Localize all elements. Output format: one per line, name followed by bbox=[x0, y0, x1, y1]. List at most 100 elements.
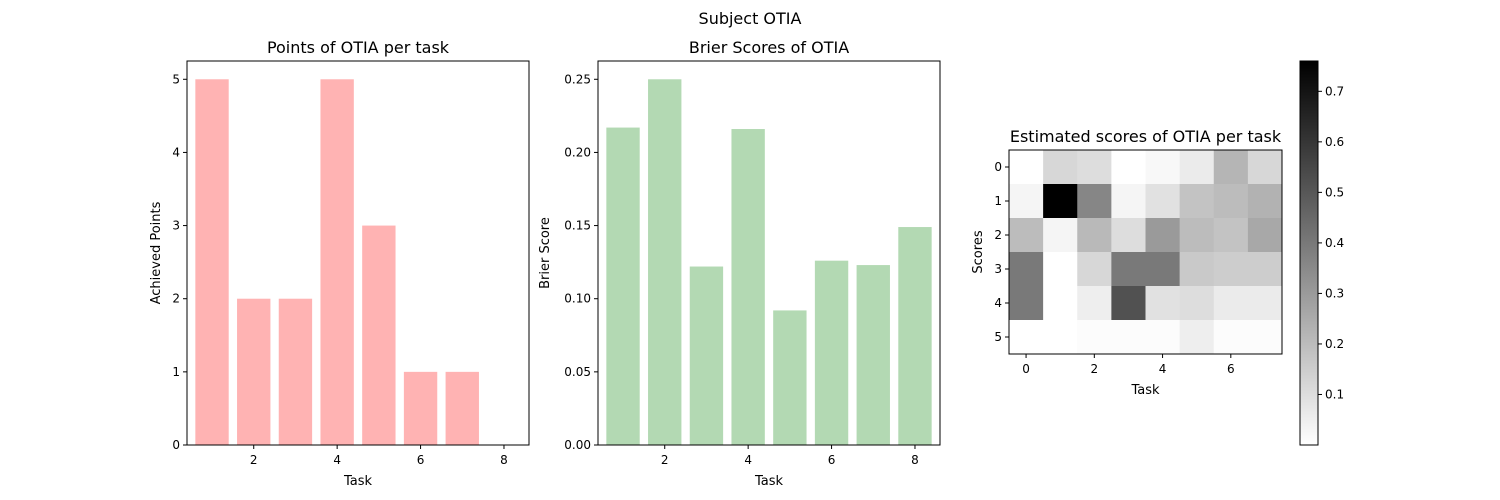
colorbar-tick-label: 0.4 bbox=[1325, 236, 1344, 250]
brier-chart-bar-2 bbox=[648, 79, 682, 446]
points-chart-xtick-label: 4 bbox=[333, 453, 341, 467]
heatmap-cell-r2-c0 bbox=[1009, 218, 1044, 253]
heatmap-cell-r1-c2 bbox=[1077, 184, 1112, 219]
points-chart-frame bbox=[186, 60, 530, 446]
points-chart-ytick-label: 5 bbox=[172, 72, 180, 86]
brier-chart-ylabel: Brier Score bbox=[538, 217, 553, 289]
heatmap-ytick-label: 4 bbox=[994, 296, 1002, 310]
brier-chart-title: Brier Scores of OTIA bbox=[689, 38, 849, 57]
heatmap-cell-r2-c3 bbox=[1111, 218, 1146, 253]
brier-chart-ytick-label: 0.20 bbox=[564, 145, 591, 159]
points-chart-ticks: 2 4 6 8 0 1 2 3 4 5 bbox=[172, 72, 507, 467]
heatmap-cell-r0-c1 bbox=[1043, 150, 1078, 185]
heatmap-xtick-label: 2 bbox=[1090, 362, 1098, 376]
brier-chart-ticks: 2 4 6 8 0.00 0.05 0.10 0.15 0.20 0.25 bbox=[564, 72, 919, 467]
heatmap-cell-r3-c7 bbox=[1247, 252, 1283, 287]
brier-chart: Brier Scores of OTIA Task Brier Score 2 4… bbox=[538, 38, 941, 489]
points-chart-xtick-label: 6 bbox=[417, 453, 425, 467]
points-chart: Points of OTIA per task Task Achieved Po… bbox=[149, 38, 530, 489]
points-chart-bar-2 bbox=[237, 298, 271, 445]
figure-suptitle: Subject OTIA bbox=[699, 9, 802, 28]
heatmap-chart: Estimated scores of OTIA per task Task S… bbox=[971, 127, 1283, 398]
brier-chart-xtick-label: 4 bbox=[744, 453, 752, 467]
points-chart-ytick-label: 2 bbox=[172, 292, 180, 306]
points-chart-bar-3 bbox=[278, 298, 313, 445]
colorbar-tick-label: 0.5 bbox=[1325, 185, 1344, 199]
heatmap-cell-r5-c1 bbox=[1043, 320, 1078, 355]
heatmap-cell-r4-c7 bbox=[1247, 286, 1283, 321]
heatmap-cell-r2-c2 bbox=[1077, 218, 1112, 253]
points-chart-title: Points of OTIA per task bbox=[267, 38, 450, 57]
heatmap-cell-r0-c7 bbox=[1247, 150, 1283, 185]
heatmap-chart-xlabel: Task bbox=[1130, 383, 1160, 398]
heatmap-cell-r5-c7 bbox=[1247, 320, 1283, 355]
heatmap-cell-r4-c2 bbox=[1077, 286, 1112, 321]
heatmap-xtick-label: 0 bbox=[1022, 362, 1030, 376]
heatmap-cell-r1-c4 bbox=[1145, 184, 1181, 219]
heatmap-ytick-label: 3 bbox=[994, 262, 1002, 276]
brier-chart-ytick-label: 0.00 bbox=[564, 438, 591, 452]
colorbar-ticks: 0.1 0.2 0.3 0.4 0.5 0.6 0.7 bbox=[1318, 84, 1344, 401]
points-chart-bar-5 bbox=[362, 225, 396, 445]
heatmap-cell-r4-c1 bbox=[1043, 286, 1078, 321]
colorbar-tick-label: 0.1 bbox=[1325, 387, 1344, 401]
brier-chart-ytick-label: 0.25 bbox=[564, 72, 591, 86]
heatmap-chart-title: Estimated scores of OTIA per task bbox=[1010, 127, 1282, 146]
heatmap-chart-ylabel: Scores bbox=[971, 230, 986, 273]
heatmap-cell-r3-c2 bbox=[1077, 252, 1112, 287]
brier-chart-bars bbox=[606, 79, 932, 446]
heatmap-xtick-label: 6 bbox=[1227, 362, 1235, 376]
heatmap-cell-r4-c4 bbox=[1145, 286, 1181, 321]
heatmap-cell-r5-c4 bbox=[1145, 320, 1181, 355]
heatmap-frame bbox=[1008, 149, 1283, 355]
points-chart-xtick-label: 2 bbox=[250, 453, 258, 467]
brier-chart-xlabel: Task bbox=[754, 474, 784, 489]
heatmap-ytick-label: 0 bbox=[994, 160, 1002, 174]
heatmap-ticks: 0 2 4 6 0 1 2 3 4 5 bbox=[994, 160, 1234, 376]
heatmap-cell-r1-c3 bbox=[1111, 184, 1146, 219]
heatmap-ytick-label: 2 bbox=[994, 228, 1002, 242]
heatmap-cell-r3-c6 bbox=[1213, 252, 1249, 287]
brier-chart-bar-7 bbox=[856, 265, 890, 445]
points-chart-bar-1 bbox=[195, 79, 229, 446]
brier-chart-xtick-label: 6 bbox=[828, 453, 836, 467]
points-chart-ytick-label: 4 bbox=[172, 145, 180, 159]
colorbar-gradient bbox=[1299, 60, 1319, 446]
heatmap-cell-r4-c0 bbox=[1009, 286, 1044, 321]
heatmap-cell-r1-c5 bbox=[1179, 184, 1215, 219]
brier-chart-ytick-label: 0.15 bbox=[564, 219, 591, 233]
heatmap-cells bbox=[1009, 150, 1283, 355]
points-chart-bar-7 bbox=[445, 371, 479, 445]
brier-chart-ytick-label: 0.05 bbox=[564, 365, 591, 379]
heatmap-cell-r2-c6 bbox=[1213, 218, 1249, 253]
brier-chart-bar-1 bbox=[606, 127, 640, 445]
heatmap-cell-r5-c2 bbox=[1077, 320, 1112, 355]
brier-chart-xtick-label: 2 bbox=[661, 453, 669, 467]
heatmap-cell-r0-c4 bbox=[1145, 150, 1181, 185]
points-chart-ylabel: Achieved Points bbox=[149, 201, 164, 304]
colorbar-tick-label: 0.7 bbox=[1325, 84, 1344, 98]
heatmap-cell-r1-c6 bbox=[1213, 184, 1249, 219]
brier-chart-xtick-label: 8 bbox=[911, 453, 919, 467]
brier-chart-frame bbox=[597, 60, 941, 446]
heatmap-cell-r2-c1 bbox=[1043, 218, 1078, 253]
heatmap-xtick-label: 4 bbox=[1159, 362, 1167, 376]
heatmap-cell-r4-c3 bbox=[1111, 286, 1146, 321]
heatmap-cell-r2-c4 bbox=[1145, 218, 1181, 253]
heatmap-cell-r3-c5 bbox=[1179, 252, 1215, 287]
heatmap-ytick-label: 5 bbox=[994, 330, 1002, 344]
brier-chart-bar-8 bbox=[898, 227, 932, 445]
heatmap-cell-r4-c6 bbox=[1213, 286, 1249, 321]
points-chart-ytick-label: 1 bbox=[172, 365, 180, 379]
colorbar-tick-label: 0.2 bbox=[1325, 337, 1344, 351]
points-chart-bars bbox=[195, 79, 479, 446]
points-chart-xtick-label: 8 bbox=[500, 453, 508, 467]
heatmap-ytick-label: 1 bbox=[994, 194, 1002, 208]
colorbar: 0.1 0.2 0.3 0.4 0.5 0.6 0.7 bbox=[1299, 60, 1344, 446]
points-chart-ytick-label: 3 bbox=[172, 219, 180, 233]
points-chart-bar-4 bbox=[320, 79, 354, 446]
heatmap-cell-r3-c3 bbox=[1111, 252, 1146, 287]
heatmap-cell-r3-c1 bbox=[1043, 252, 1078, 287]
brier-chart-ytick-label: 0.10 bbox=[564, 292, 591, 306]
heatmap-cell-r1-c1 bbox=[1043, 184, 1078, 219]
